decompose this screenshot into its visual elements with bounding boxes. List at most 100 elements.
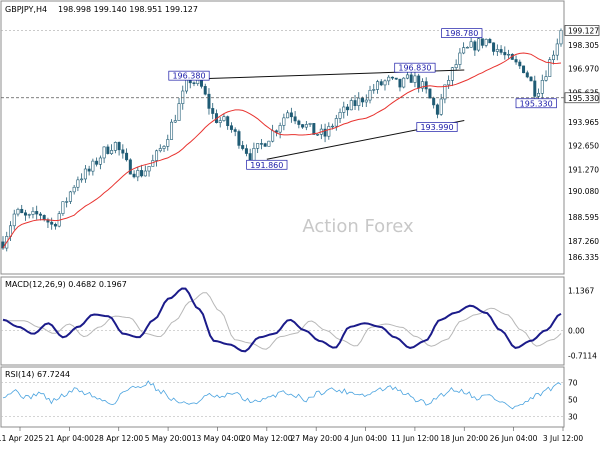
candle-body bbox=[454, 64, 458, 68]
candle-body bbox=[413, 75, 417, 83]
candle-body bbox=[353, 100, 357, 106]
candle-body bbox=[372, 89, 376, 91]
candle-body bbox=[125, 152, 129, 161]
candle-body bbox=[185, 79, 189, 92]
candle-body bbox=[155, 150, 159, 161]
candle-body bbox=[218, 120, 222, 123]
price-axis-tick: 190.080 bbox=[568, 187, 599, 196]
x-axis-tick-label: 4 Jun 04:00 bbox=[344, 434, 387, 443]
candle-body bbox=[394, 77, 398, 80]
candle-body bbox=[477, 38, 481, 51]
candle-body bbox=[312, 123, 316, 135]
macd-axis-tick: 1.1367 bbox=[568, 286, 594, 295]
candle-body bbox=[465, 46, 469, 49]
candle-body bbox=[559, 30, 563, 45]
candle-body bbox=[525, 72, 529, 78]
candle-body bbox=[349, 100, 353, 111]
candle-body bbox=[488, 38, 492, 44]
candle-body bbox=[136, 170, 140, 178]
candle-body bbox=[117, 142, 121, 151]
candle-body bbox=[405, 74, 409, 79]
rsi-title: RSI(14) 67.7244 bbox=[5, 370, 70, 379]
x-axis-tick-label: 28 Apr 12:00 bbox=[94, 434, 143, 443]
price-axis-badge bbox=[564, 92, 600, 104]
price-annotation-label: 193.990 bbox=[420, 123, 453, 132]
x-axis-tick-label: 20 May 12:00 bbox=[241, 434, 293, 443]
x-axis-tick-label: 11 Jun 12:00 bbox=[391, 434, 439, 443]
candle-body bbox=[244, 148, 248, 154]
candle-body bbox=[23, 212, 27, 216]
candle-body bbox=[263, 143, 267, 147]
candle-body bbox=[20, 208, 24, 214]
candle-body bbox=[409, 74, 413, 83]
rsi-axis-tick: 50 bbox=[568, 396, 578, 405]
candle-body bbox=[87, 168, 91, 172]
x-axis-tick-label: 21 Apr 04:00 bbox=[45, 434, 94, 443]
price-axis-tick: 198.305 bbox=[568, 41, 599, 50]
candle-body bbox=[450, 67, 454, 81]
price-annotation-box bbox=[441, 28, 483, 38]
candle-body bbox=[327, 126, 331, 137]
price-annotation-box bbox=[515, 98, 557, 109]
candle-body bbox=[514, 59, 518, 63]
rsi-line bbox=[2, 380, 562, 410]
candle-body bbox=[473, 41, 477, 51]
candle-body bbox=[552, 54, 556, 60]
candle-body bbox=[529, 76, 533, 82]
candle-body bbox=[237, 131, 241, 146]
price-annotation-box bbox=[168, 70, 210, 81]
candle-body bbox=[199, 79, 203, 87]
candle-body bbox=[364, 99, 368, 103]
candle-body bbox=[233, 129, 237, 132]
candle-body bbox=[316, 134, 320, 136]
candle-body bbox=[274, 130, 278, 133]
candle-body bbox=[379, 81, 383, 86]
candle-body bbox=[484, 38, 488, 46]
candle-body bbox=[132, 173, 136, 178]
candle-body bbox=[548, 59, 552, 77]
candle-body bbox=[203, 86, 207, 95]
price-axis-tick: 192.650 bbox=[568, 141, 599, 150]
candle-body bbox=[286, 112, 290, 119]
candle-body bbox=[387, 76, 391, 82]
macd-line bbox=[2, 287, 562, 353]
candle-body bbox=[181, 90, 185, 104]
candle-body bbox=[158, 148, 162, 152]
macd-title: MACD(12,26,9) 0.4682 0.1967 bbox=[5, 280, 127, 289]
candle-body bbox=[128, 159, 132, 175]
price-axis-tick: 191.270 bbox=[568, 166, 599, 175]
candle-body bbox=[98, 157, 102, 165]
candle-body bbox=[259, 143, 263, 145]
candle-body bbox=[289, 112, 293, 118]
candle-body bbox=[95, 160, 99, 165]
candle-body bbox=[68, 191, 72, 202]
candle-body bbox=[65, 201, 69, 203]
title-symbol: GBPJPY,H4 bbox=[5, 5, 47, 14]
candle-body bbox=[102, 146, 106, 159]
candle-body bbox=[248, 153, 252, 162]
candle-body bbox=[390, 76, 394, 79]
candle-body bbox=[196, 79, 200, 84]
rsi-axis-tick: 70 bbox=[568, 379, 578, 388]
candle-body bbox=[443, 84, 447, 100]
candle-body bbox=[417, 75, 421, 89]
candle-body bbox=[110, 150, 114, 154]
candle-body bbox=[226, 116, 230, 127]
candle-body bbox=[80, 178, 84, 181]
candle-body bbox=[241, 145, 245, 149]
candle-body bbox=[50, 221, 54, 225]
candle-body bbox=[297, 120, 301, 125]
candle-body bbox=[308, 123, 312, 125]
candle-body bbox=[16, 208, 20, 215]
candle-body bbox=[555, 43, 559, 56]
price-annotation-label: 196.380 bbox=[172, 72, 205, 81]
candle-body bbox=[331, 125, 335, 128]
candle-body bbox=[432, 97, 436, 106]
candle-body bbox=[147, 166, 151, 172]
macd-layer: 1.1367 0.00 -0.7114 bbox=[1, 286, 597, 360]
candle-body bbox=[428, 88, 432, 99]
price-axis-badge bbox=[564, 25, 600, 36]
candle-body bbox=[166, 139, 170, 147]
candle-body bbox=[522, 65, 526, 74]
